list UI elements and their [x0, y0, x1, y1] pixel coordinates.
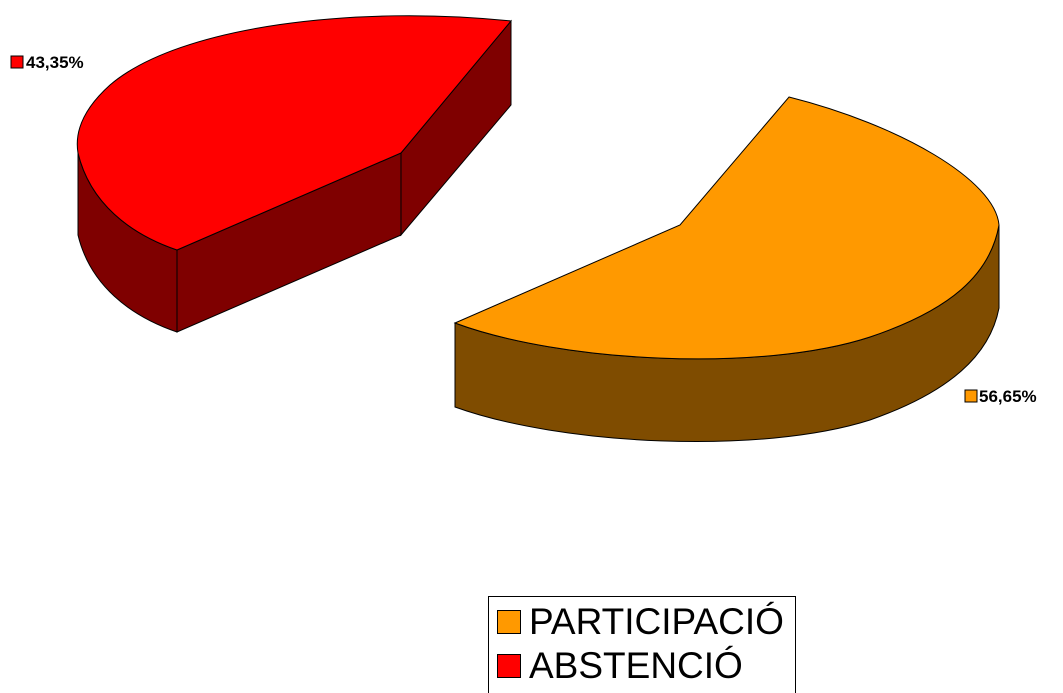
- data-label-participacio: 56,65%: [964, 387, 1037, 406]
- data-label-abstencio-swatch: [10, 55, 24, 69]
- data-label-participacio-text: 56,65%: [979, 387, 1037, 406]
- legend-swatch-abstencio: [497, 654, 521, 678]
- slice-abstencio-top: [76, 15, 512, 251]
- slice-abstencio: [76, 15, 512, 333]
- data-label-participacio-swatch: [964, 389, 978, 403]
- slice-participacio-top: [453, 96, 1000, 360]
- legend-item-participacio: PARTICIPACIÓ: [497, 600, 784, 644]
- legend-label-participacio: PARTICIPACIÓ: [529, 601, 784, 642]
- slice-participacio: [453, 96, 1000, 443]
- legend-item-abstencio: ABSTENCIÓ: [497, 644, 743, 688]
- legend: PARTICIPACIÓ ABSTENCIÓ: [488, 596, 796, 693]
- legend-swatch-participacio: [497, 610, 521, 634]
- data-label-abstencio: 43,35%: [10, 53, 84, 72]
- data-label-abstencio-text: 43,35%: [26, 53, 84, 72]
- legend-label-abstencio: ABSTENCIÓ: [529, 645, 743, 686]
